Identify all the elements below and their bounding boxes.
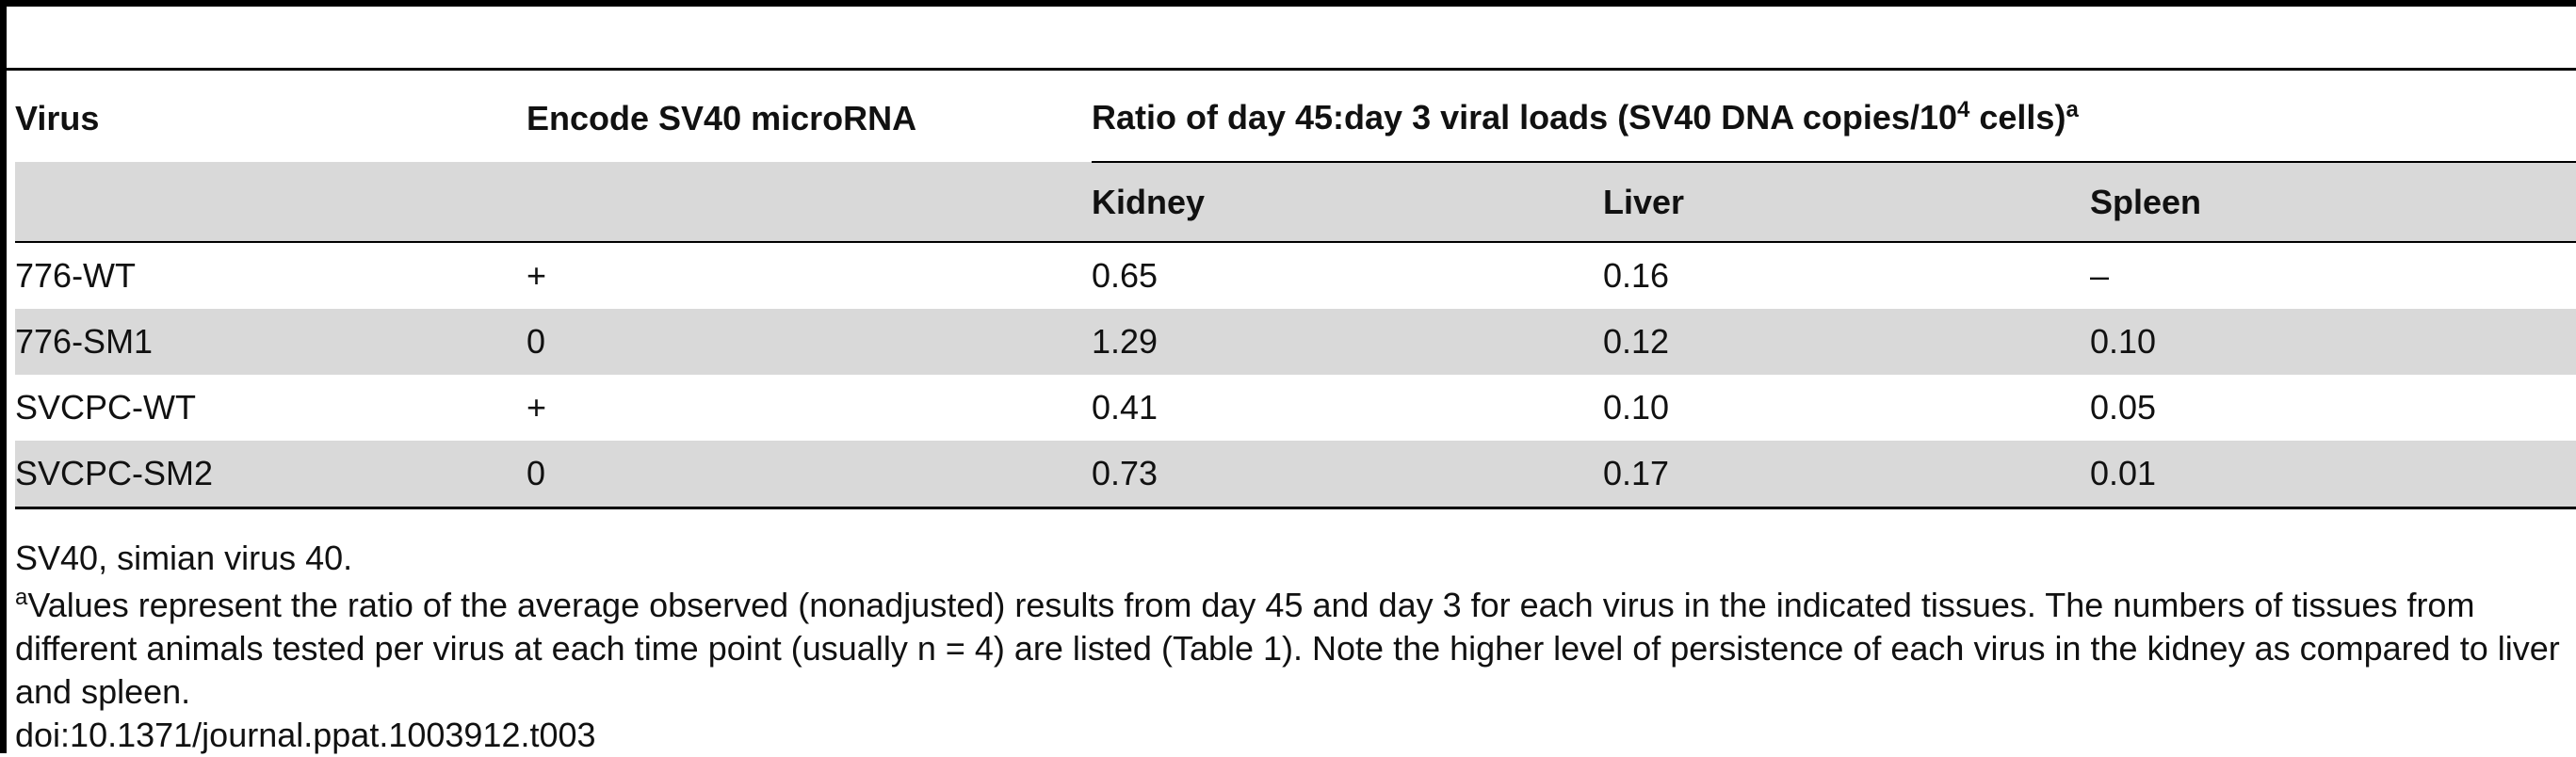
footnote-mark: a xyxy=(15,585,28,610)
footnote-text: Values represent the ratio of the averag… xyxy=(15,586,2560,711)
cell-virus: 776-WT xyxy=(15,256,137,295)
table-row: 776-WT + 0.65 0.16 – xyxy=(15,242,2576,309)
cell-kidney: 0.65 xyxy=(1092,256,1158,295)
footnote-a: aValues represent the ratio of the avera… xyxy=(15,584,2572,714)
cell-mirna: + xyxy=(527,256,547,295)
cell-spleen: – xyxy=(2090,256,2110,295)
table-row: SVCPC-WT + 0.41 0.10 0.05 xyxy=(15,375,2576,441)
cell-kidney: 0.73 xyxy=(1092,441,1603,509)
header-empty-virus xyxy=(15,162,527,243)
header-ratio-text: Ratio of day 45:day 3 viral loads (SV40 … xyxy=(1092,98,1958,137)
cell-liver: 0.17 xyxy=(1603,441,2090,509)
header-row-2: Kidney Liver Spleen xyxy=(15,162,2576,243)
header-ratio-footnote-mark: a xyxy=(2066,97,2079,122)
cell-liver: 0.16 xyxy=(1603,256,1670,295)
header-liver: Liver xyxy=(1603,162,2090,243)
table-row: SVCPC-SM2 0 0.73 0.17 0.01 xyxy=(15,441,2576,509)
header-encode-mirna: Encode SV40 microRNA xyxy=(527,98,917,137)
cell-virus: SVCPC-SM2 xyxy=(15,441,527,509)
cell-mirna: 0 xyxy=(527,309,1092,375)
cell-mirna: 0 xyxy=(527,441,1092,509)
cell-liver: 0.10 xyxy=(1603,388,1670,427)
left-border-rule xyxy=(0,0,7,753)
cell-spleen: 0.01 xyxy=(2090,441,2576,509)
cell-virus: 776-SM1 xyxy=(15,309,527,375)
header-ratio-spanner: Ratio of day 45:day 3 viral loads (SV40 … xyxy=(1092,71,2576,163)
cell-mirna: + xyxy=(527,388,547,427)
table-container: Virus Encode SV40 microRNA Ratio of day … xyxy=(15,71,2576,509)
header-ratio-exponent: 4 xyxy=(1957,97,1970,122)
cell-spleen: 0.10 xyxy=(2090,309,2576,375)
doi-line[interactable]: doi:10.1371/journal.ppat.1003912.t003 xyxy=(15,716,596,754)
cell-virus: SVCPC-WT xyxy=(15,388,196,427)
header-ratio-suffix: cells) xyxy=(1969,98,2066,137)
viral-load-ratio-table: Virus Encode SV40 microRNA Ratio of day … xyxy=(15,71,2576,509)
table-row: 776-SM1 0 1.29 0.12 0.10 xyxy=(15,309,2576,375)
header-kidney: Kidney xyxy=(1092,162,1603,243)
cell-kidney: 1.29 xyxy=(1092,309,1603,375)
table-notes: SV40, simian virus 40. aValues represent… xyxy=(15,537,2572,757)
abbreviation-note: SV40, simian virus 40. xyxy=(15,539,353,577)
top-border-rule xyxy=(7,0,2576,7)
header-virus: Virus xyxy=(15,98,100,137)
header-row-1: Virus Encode SV40 microRNA Ratio of day … xyxy=(15,71,2576,163)
cell-spleen: 0.05 xyxy=(2090,388,2157,427)
header-spleen: Spleen xyxy=(2090,162,2576,243)
header-empty-mirna xyxy=(527,162,1092,243)
cell-liver: 0.12 xyxy=(1603,309,2090,375)
cell-kidney: 0.41 xyxy=(1092,388,1158,427)
table-top-rule xyxy=(7,68,2576,71)
